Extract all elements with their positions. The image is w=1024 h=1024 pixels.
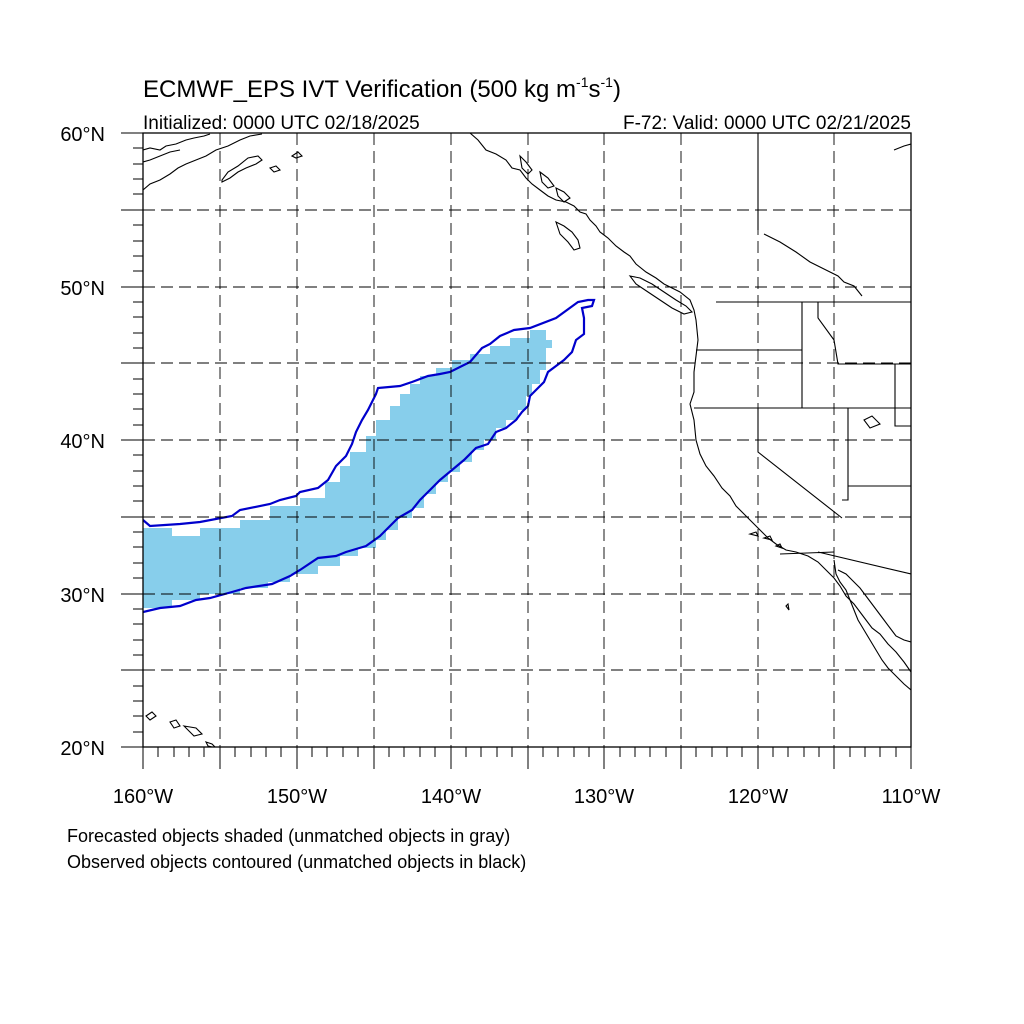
haida-gwaii [555, 220, 581, 251]
observed-ivt-contour [143, 298, 596, 614]
forecast-ivt-object [143, 330, 552, 608]
alaska-peninsula-coast [143, 133, 263, 191]
initialized-label: Initialized: 0000 UTC 02/18/2025 [143, 113, 420, 134]
hawaii-islands [145, 711, 216, 747]
state-borders [694, 302, 911, 575]
kodiak-island [221, 155, 263, 183]
lon-label-160w: 160°W [113, 786, 173, 808]
lat-label-40n: 40°N [60, 431, 105, 453]
canada-interior [757, 133, 911, 297]
longitude-labels: 160°W 150°W 140°W 130°W 120°W 110°W [113, 786, 941, 808]
left-major-ticks [121, 132, 143, 748]
baja-california [833, 559, 911, 691]
great-salt-lake [863, 415, 881, 429]
bottom-major-ticks [142, 747, 912, 769]
channel-islands [748, 531, 790, 611]
lon-label-130w: 130°W [574, 786, 634, 808]
northwest-coast [469, 133, 911, 673]
lon-label-140w: 140°W [421, 786, 481, 808]
lat-label-60n: 60°N [60, 124, 105, 146]
lon-label-120w: 120°W [728, 786, 788, 808]
lat-label-20n: 20°N [60, 738, 105, 760]
legend-observed-note: Observed objects contoured (unmatched ob… [67, 852, 526, 872]
map-title: ECMWF_EPS IVT Verification (500 kg m-1s-… [143, 74, 621, 103]
lon-label-150w: 150°W [267, 786, 327, 808]
lat-label-50n: 50°N [60, 278, 105, 300]
southeast-alaska-islands [519, 154, 571, 203]
alaska-islands [268, 151, 304, 173]
lon-label-110w: 110°W [882, 786, 941, 808]
vancouver-island [628, 275, 694, 315]
left-minor-ticks [133, 147, 143, 733]
valid-time-label: F-72: Valid: 0000 UTC 02/21/2025 [623, 113, 911, 134]
parallel-grid-lines [143, 209, 911, 671]
legend-forecast-note: Forecasted objects shaded (unmatched obj… [67, 826, 510, 846]
bottom-minor-ticks [157, 747, 897, 757]
latitude-labels: 60°N 50°N 40°N 30°N 20°N [60, 124, 105, 760]
lat-label-30n: 30°N [60, 585, 105, 607]
